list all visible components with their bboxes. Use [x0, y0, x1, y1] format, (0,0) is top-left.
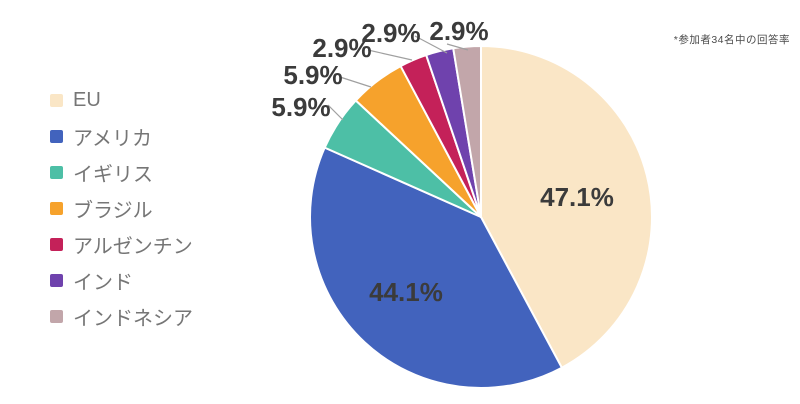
legend-swatch [50, 165, 63, 179]
label-leader-line [339, 76, 372, 88]
legend-swatch [50, 237, 63, 251]
pie-slice-インドネシア [452, 45, 482, 218]
label-leader-line [327, 104, 344, 121]
slice-value-label-EU: 47.1% [540, 182, 614, 212]
pie-slice-EU [480, 45, 653, 369]
legend-label: ブラジル [73, 199, 153, 222]
legend-label: イギリス [73, 163, 153, 186]
pie-slice-アメリカ [309, 146, 563, 389]
label-leader-line [367, 49, 413, 61]
legend-item-インド: インド [50, 262, 193, 298]
footnote: *参加者34名中の回答率 [673, 34, 790, 46]
slice-value-label-インドネシア: 2.9% [429, 16, 488, 46]
legend-label: インドネシア [73, 307, 193, 330]
legend-label: アメリカ [73, 127, 152, 150]
legend-item-イギリス: イギリス [50, 154, 193, 190]
legend-item-アメリカ: アメリカ [50, 118, 193, 154]
legend: EU アメリカイギリスブラジルアルゼンチン インドインドネシア [50, 82, 193, 334]
slice-value-label-ブラジル: 5.9% [283, 60, 342, 90]
slice-value-label-イギリス: 5.9% [271, 92, 330, 122]
slice-value-label-アメリカ: 44.1% [369, 277, 443, 307]
legend-swatch [50, 129, 63, 143]
label-leader-line [446, 43, 469, 51]
slice-value-label-インド: 2.9% [361, 18, 420, 48]
label-leader-line [414, 35, 448, 54]
legend-swatch [50, 93, 63, 107]
legend-swatch [50, 201, 63, 215]
legend-swatch [50, 273, 63, 287]
legend-swatch [50, 309, 63, 323]
legend-label: インド [73, 271, 133, 294]
legend-label: アルゼンチン [73, 235, 193, 258]
legend-item-EU: EU [50, 82, 193, 118]
legend-item-インドネシア: インドネシア [50, 298, 193, 334]
legend-label: EU [73, 88, 101, 111]
slice-value-label-アルゼンチン: 2.9% [312, 33, 371, 63]
legend-item-アルゼンチン: アルゼンチン [50, 226, 193, 262]
legend-item-ブラジル: ブラジル [50, 190, 193, 226]
